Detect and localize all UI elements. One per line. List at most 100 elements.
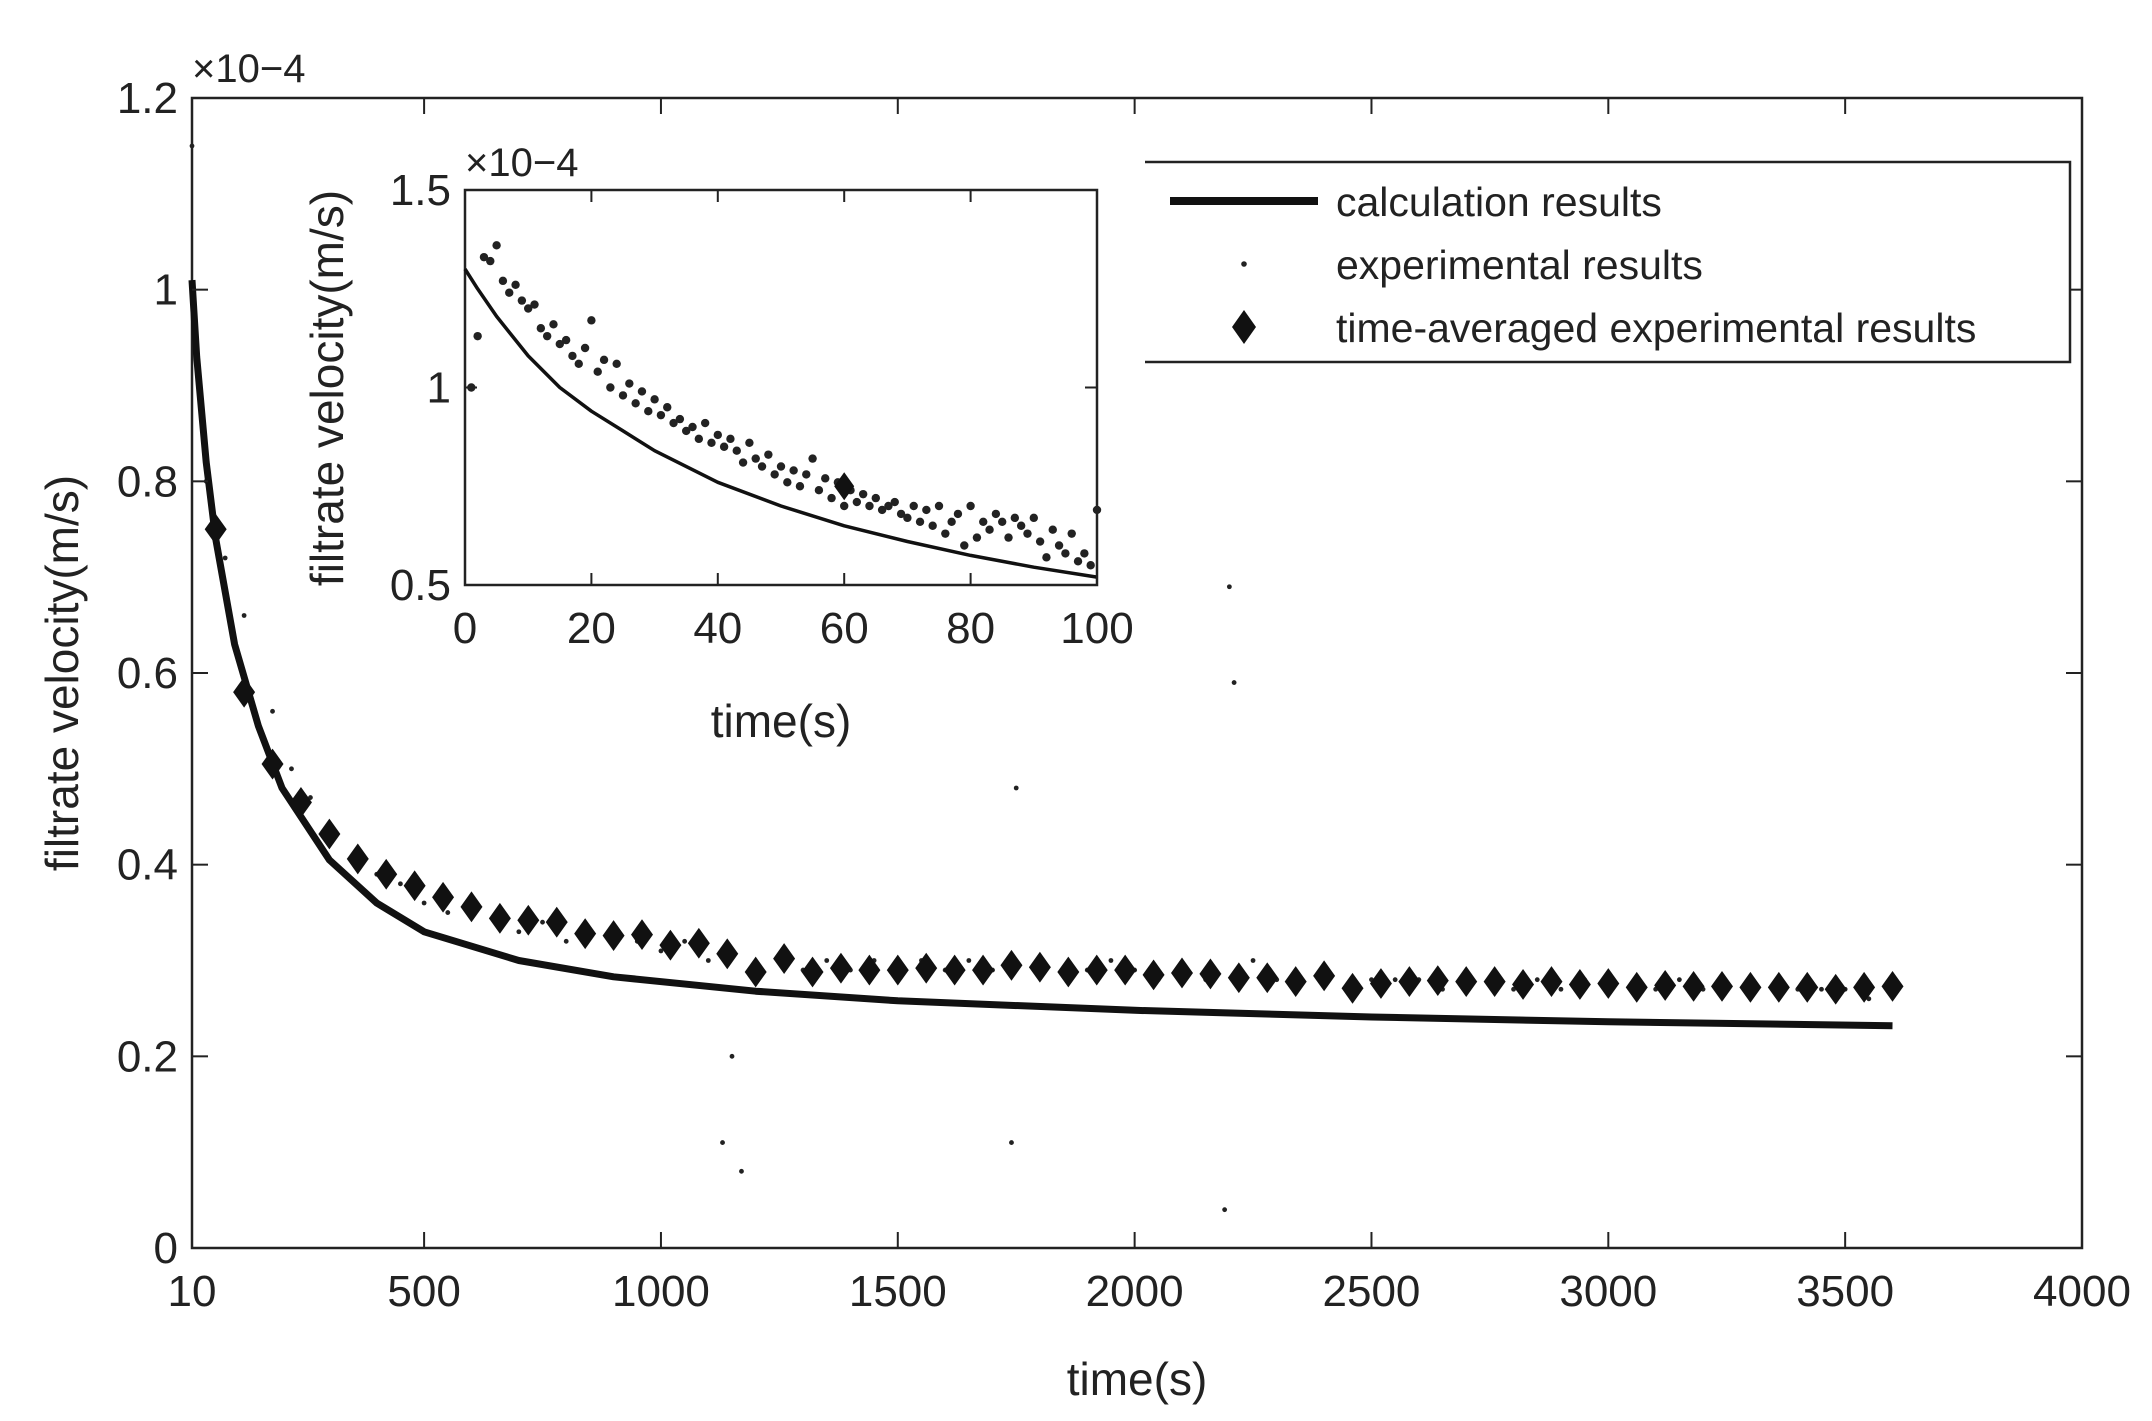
main-time-averaged-point [659,929,682,961]
inset-experimental-points [467,241,1102,570]
inset-experimental-point [802,470,811,479]
inset-experimental-point [561,335,571,345]
main-time-averaged-point [687,927,710,959]
main-experimental-point [1819,986,1824,992]
main-time-averaged-point [829,952,852,984]
inset-calculation-curve [463,268,1098,579]
inset-experimental-point [682,426,691,436]
inset-experimental-point [593,367,602,376]
inset-experimental-point [719,442,729,451]
inset-experimental-point [1061,549,1070,558]
inset-experimental-point [979,517,988,526]
main-time-averaged-point [488,902,511,934]
inset-y-tick-label: 0.5 [390,561,451,610]
inset-x-tick-label: 20 [567,604,616,653]
main-time-averaged-point [1085,954,1108,986]
inset-experimental-point [814,486,824,495]
inset-time-averaged-points [834,472,855,501]
main-experimental-point [516,929,522,935]
inset-y-tick-label: 1.5 [390,166,451,215]
main-x-axis-title: time(s) [1067,1353,1208,1405]
main-experimental-point [1222,1207,1228,1213]
main-x-tick-label: 3000 [1559,1267,1657,1316]
main-time-averaged-point [545,906,568,938]
inset-experimental-point [707,438,716,447]
inset-experimental-point [492,241,501,250]
inset-experimental-point [764,450,773,459]
main-experimental-point [1013,785,1019,791]
inset-experimental-point [688,422,697,432]
inset-experimental-point [865,501,874,511]
main-time-averaged-point [972,954,995,986]
legend: calculation results experimental results… [1135,160,2072,364]
inset-experimental-point [877,505,887,515]
main-y-tick-label: 1.2 [117,74,178,123]
main-time-averaged-point [574,918,597,950]
main-experimental-point [445,910,451,915]
inset-experimental-point [498,276,508,286]
inset-experimental-point [555,339,564,349]
inset-experimental-point [713,430,722,440]
inset-experimental-point [517,296,527,305]
main-x-tick-label: 10 [168,1267,217,1316]
inset-experimental-point [694,434,704,444]
inset-experimental-point [1004,533,1013,542]
inset-experimental-point [960,541,969,550]
inset-experimental-point [1029,513,1039,523]
inset-experimental-point [915,517,925,526]
inset-experimental-point [1054,541,1064,550]
main-experimental-point [270,708,275,714]
inset-experimental-point [1042,553,1051,562]
main-time-averaged-point [1057,956,1080,988]
main-x-tick-label: 500 [387,1267,460,1316]
main-time-averaged-point [744,956,767,988]
main-experimental-point [398,881,403,887]
inset-experimental-point [726,434,735,444]
inset-experimental-point [871,493,880,503]
main-time-averaged-point [1625,971,1648,1003]
main-x-tick-label: 1500 [849,1267,947,1316]
main-time-averaged-point [1398,966,1421,997]
main-time-averaged-point [1767,971,1790,1003]
main-y-axis-title: filtrate velocity(m/s) [36,475,88,871]
inset-experimental-point [776,462,786,471]
inset-x-tick-label: 40 [693,604,742,653]
main-time-averaged-point [1824,973,1847,1005]
main-time-averaged-point [1341,972,1364,1004]
inset-experimental-point [827,493,836,503]
inset-y-tick-label: 1 [427,364,451,413]
main-y-tick-label: 0.4 [117,841,178,890]
inset-experimental-point [599,355,609,365]
inset-experimental-point [700,418,710,428]
inset-experimental-point [840,501,849,511]
main-experimental-point [1009,1140,1014,1145]
inset-time-averaged-point [834,472,855,501]
inset-experimental-point [947,517,956,526]
inset-experimental-point [618,391,628,400]
inset-experimental-point [612,359,621,368]
inset-background [350,120,1145,745]
inset-experimental-point [650,395,659,404]
main-time-averaged-point [773,943,796,974]
main-time-averaged-point [318,818,341,850]
main-experimental-point [289,766,294,772]
inset-experimental-point [1016,521,1026,530]
main-time-averaged-point [1426,965,1449,997]
inset-experimental-point [732,446,741,455]
inset-experimental-point [922,505,931,515]
main-time-averaged-point [517,904,540,936]
main-experimental-point [705,958,711,963]
inset-experimental-point [574,359,583,368]
main-x-tick-label: 3500 [1796,1267,1894,1316]
legend-entry-time-averaged: time-averaged experimental results [1336,305,1976,351]
main-x-tick-label: 1000 [612,1267,710,1316]
main-y-tick-label: 0.2 [117,1032,178,1081]
main-x-axis: 10 500 1000 1500 2000 2500 3000 3500 4000 [168,98,2131,1316]
main-experimental-point [421,900,427,906]
main-x-tick-label: 2000 [1086,1267,1184,1316]
inset-experimental-point [644,407,653,416]
inset-experimental-point [656,410,666,420]
main-time-averaged-point [1114,954,1137,986]
inset-experimental-point [928,521,937,530]
main-time-averaged-point [1796,971,1819,1003]
